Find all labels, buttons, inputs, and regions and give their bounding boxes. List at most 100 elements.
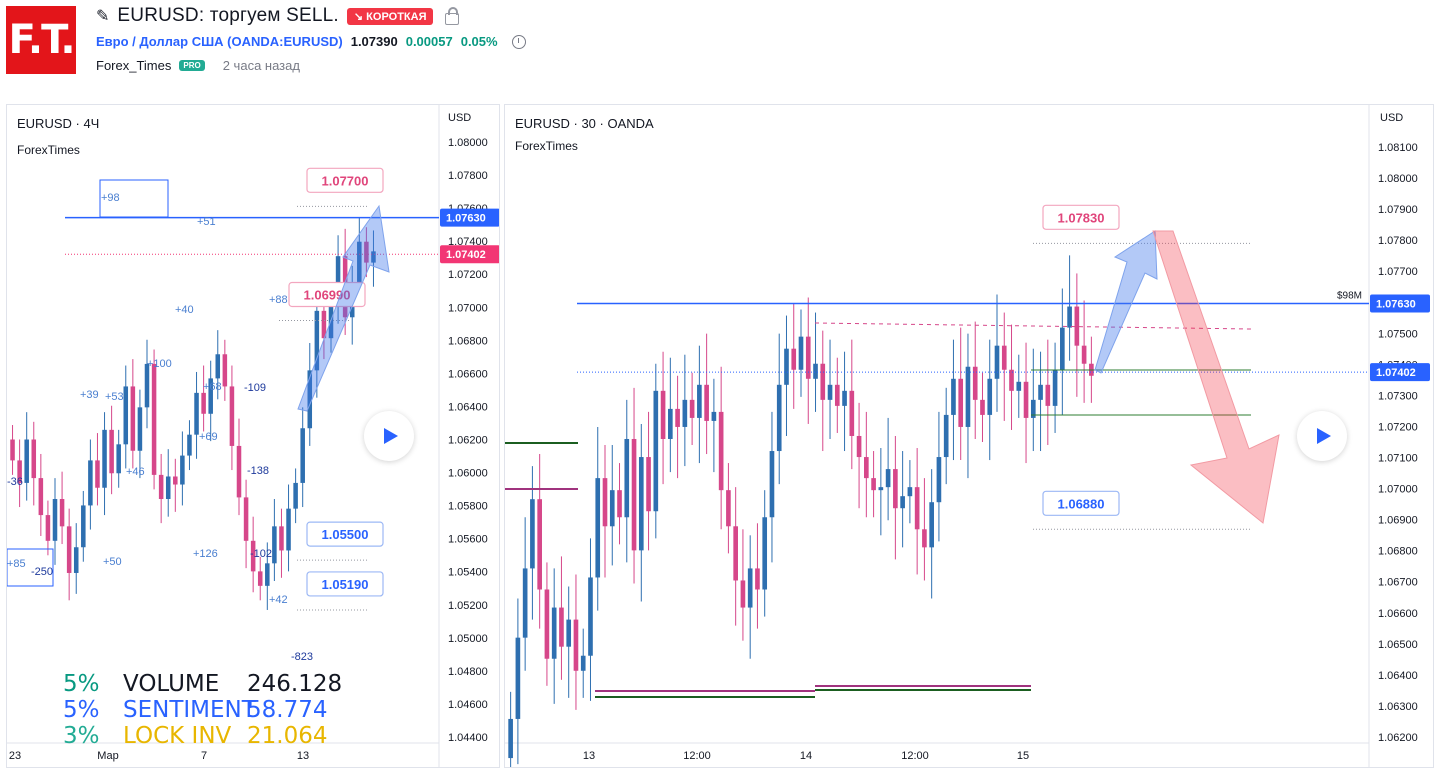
left-chart[interactable]: 1.080001.078001.076001.074001.072001.070… — [7, 105, 499, 767]
candle-body — [588, 577, 593, 656]
candle-body — [994, 345, 1000, 379]
candle-body — [515, 637, 521, 719]
idea-title: EURUSD: торгуем SELL. — [117, 5, 339, 26]
time-tick-label: 12:00 — [901, 750, 929, 762]
alarm-icon[interactable] — [511, 34, 526, 49]
candle-body — [624, 438, 630, 518]
candle-body — [45, 515, 51, 541]
candle-body — [943, 414, 949, 458]
right-currency-label: USD — [1380, 112, 1404, 124]
price-tag-bg — [440, 245, 499, 264]
candle-body — [38, 478, 44, 516]
left-chart-panel[interactable]: 1.080001.078001.076001.074001.072001.070… — [6, 104, 500, 768]
time-ago: 2 часа назад — [222, 58, 300, 73]
pnl-annotation: +46 — [126, 466, 145, 478]
pnl-annotation: +53 — [105, 391, 124, 403]
author-name[interactable]: Forex_Times — [96, 58, 172, 73]
candle-body — [907, 487, 913, 497]
candle-body — [314, 310, 320, 371]
candle-body — [1009, 369, 1014, 391]
candle-body — [222, 354, 228, 387]
symbol-link[interactable]: Евро / Доллар США (OANDA:EURUSD) — [96, 34, 343, 49]
candle-body — [718, 411, 724, 491]
right-chart[interactable]: 1.08100 1.08000 1.07900 1.07800 1.07700 1.076… — [505, 105, 1433, 767]
price-tick-label: 1.07000 — [1378, 484, 1418, 496]
candle-body — [300, 428, 305, 483]
time-tick-label: 13 — [297, 750, 309, 762]
candle-body — [660, 390, 666, 439]
callout-box — [306, 571, 384, 597]
time-tick-label: 23 — [9, 750, 21, 762]
price-change-pct: 0.05% — [460, 34, 498, 49]
pnl-annotation: +42 — [269, 594, 288, 606]
price-tick-label: 1.07400 — [448, 236, 488, 248]
candle-body — [958, 378, 964, 427]
candle-body — [740, 580, 746, 608]
candle-body — [646, 457, 651, 512]
candle-body — [893, 469, 898, 509]
pnl-annotation: +85 — [7, 558, 26, 570]
price-tick-label: 1.06900 — [1378, 515, 1418, 527]
candle-body — [250, 540, 256, 572]
candle-body — [842, 390, 847, 406]
price-tick-label: 1.06600 — [448, 368, 488, 380]
candle-body — [689, 399, 695, 418]
price-tick-label: 1.06800 — [1378, 546, 1418, 558]
stat-lock-pct: 3% — [63, 723, 100, 749]
price-tick-label: 1.06300 — [1378, 701, 1418, 713]
candle-body — [965, 366, 971, 427]
callout-label: 1.07700 — [322, 173, 369, 188]
idea-header: F.T. ✎ EURUSD: торгуем SELL. ↘ КОРОТКАЯ … — [0, 0, 1438, 100]
right-play-button[interactable] — [1297, 411, 1347, 461]
candle-body — [88, 460, 93, 506]
candle-body — [711, 411, 717, 421]
candle-body — [102, 429, 107, 488]
candle-body — [236, 445, 242, 498]
forextimes-logo[interactable]: F.T. — [6, 6, 76, 74]
candle-body — [371, 251, 376, 263]
price-tick-label: 1.06400 — [448, 401, 488, 413]
candle-body — [31, 439, 37, 479]
stat-sentiment: 5% SENTIMENT 58.774 — [63, 697, 342, 723]
pnl-annotation: +100 — [147, 358, 172, 370]
candle-body — [137, 407, 143, 451]
short-badge[interactable]: ↘ КОРОТКАЯ — [346, 7, 434, 25]
price-tick-label: 1.05200 — [448, 600, 488, 612]
left-play-button[interactable] — [364, 411, 414, 461]
callout-box — [288, 281, 366, 308]
candle-body — [922, 529, 927, 548]
candle-body — [776, 384, 782, 452]
stat-sentiment-value: 58.774 — [247, 697, 328, 723]
candle-body — [73, 547, 79, 573]
time-tick-label: 12:00 — [683, 750, 711, 762]
price-tick-label: 1.04400 — [448, 732, 488, 744]
forecast-arrow-up — [1094, 230, 1158, 374]
price-tag-label: 1.07630 — [446, 213, 486, 225]
time-tick-label: 15 — [1017, 750, 1029, 762]
candle-body — [762, 517, 768, 590]
candle-body — [827, 384, 833, 400]
pnl-annotation: +50 — [103, 556, 122, 568]
candle-body — [1067, 306, 1072, 328]
candle-body — [805, 336, 811, 379]
candle-body — [59, 499, 65, 527]
candle-body — [675, 408, 680, 427]
candle-body — [165, 476, 171, 499]
candle-body — [987, 378, 993, 415]
right-chart-panel[interactable]: 1.08100 1.08000 1.07900 1.07800 1.07700 1.076… — [504, 104, 1434, 768]
price-tick-label: 1.05600 — [448, 534, 488, 546]
candle-body — [307, 370, 313, 429]
price-tick-label: 1.07700 — [1378, 266, 1418, 278]
lock-icon — [445, 7, 460, 25]
price-tick-label: 1.06600 — [1378, 608, 1418, 620]
candle-body — [559, 607, 564, 647]
candle-body — [798, 336, 804, 370]
candle-body — [52, 499, 58, 541]
price-tag-bg — [1370, 294, 1430, 313]
candle-body — [914, 487, 920, 530]
pnl-annotation: -823 — [291, 651, 313, 663]
candle-body — [144, 363, 150, 408]
stat-sentiment-pct: 5% — [63, 697, 100, 723]
pnl-annotation: -250 — [31, 566, 53, 578]
candle-body — [704, 384, 709, 421]
